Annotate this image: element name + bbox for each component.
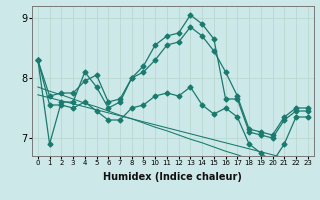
X-axis label: Humidex (Indice chaleur): Humidex (Indice chaleur)	[103, 172, 242, 182]
